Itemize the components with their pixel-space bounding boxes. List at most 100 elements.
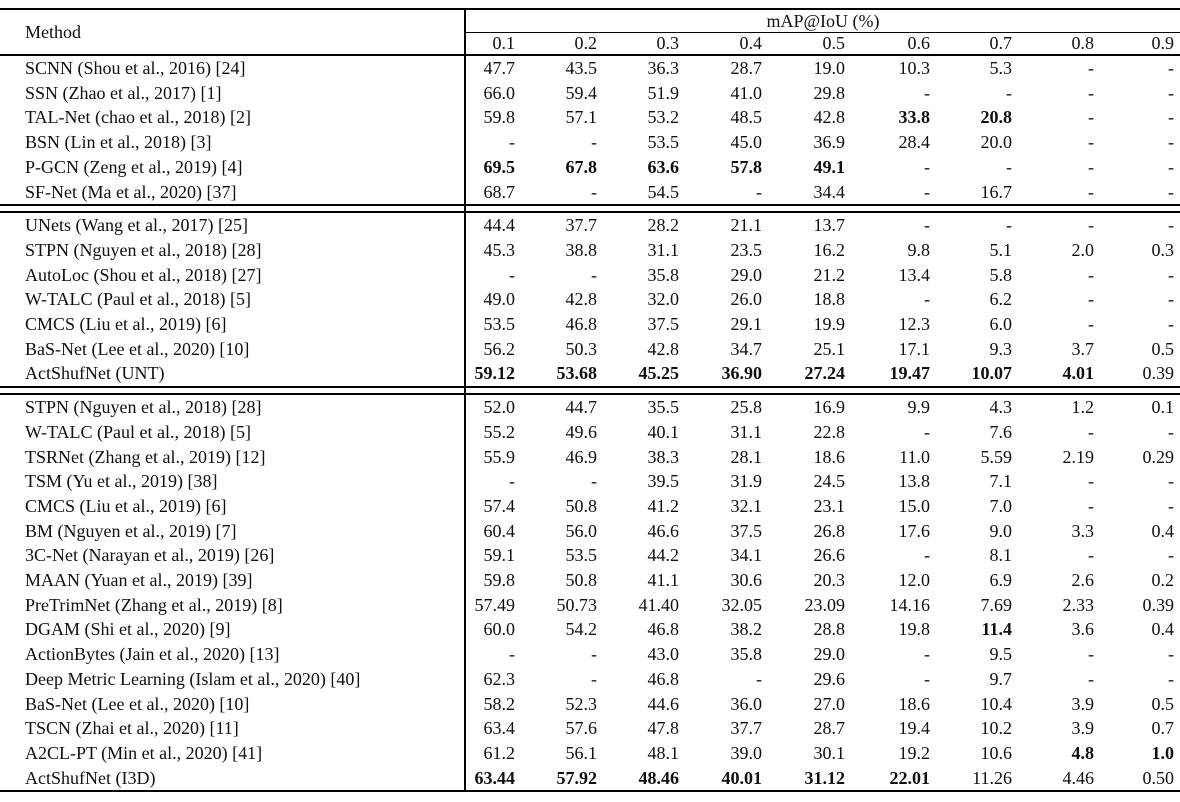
map-value-cell: 0.4 (1151, 619, 1175, 640)
method-cell: ActShufNet (I3D) (25, 767, 156, 788)
method-row: BaS-Net (Lee et al., 2020) [10] 58.2 52.3 4… (0, 691, 1180, 717)
map-value-cell: 5.1 (989, 239, 1013, 260)
map-value-cell: 45.3 (464, 237, 521, 263)
map-value-cell: 46.9 (565, 446, 598, 467)
map-value-cell: 14.16 (889, 594, 931, 615)
map-value-cell: - (1168, 58, 1175, 78)
map-value-cell: 28.8 (813, 619, 846, 640)
method-row: TSRNet (Zhang et al., 2019) [12] 55.9 46.9… (0, 444, 1180, 470)
map-value-cell: - (1088, 181, 1094, 202)
map-value-cell: 28.7 (730, 58, 763, 78)
map-value-cell: 59.12 (464, 361, 521, 388)
map-value-cell: - (1006, 82, 1012, 103)
map-value-cell: 57.1 (565, 107, 598, 128)
map-value-cell: 37.5 (730, 520, 763, 541)
map-value-cell: - (1168, 181, 1175, 202)
map-value-cell: 35.8 (730, 644, 763, 665)
method-cell: DGAM (Shi et al., 2020) [9] (25, 619, 231, 640)
map-value-cell: 31.9 (730, 471, 763, 492)
map-value-cell: - (1088, 82, 1094, 103)
map-value-cell: - (1168, 289, 1175, 310)
map-value-cell: 16.9 (813, 397, 846, 418)
method-cell: A2CL-PT (Min et al., 2020) [41] (25, 742, 263, 763)
map-value-cell: 3.3 (1071, 520, 1095, 541)
section-separator-rule (463, 204, 1180, 214)
map-value-cell: - (464, 130, 521, 155)
map-value-cell: - (1168, 215, 1175, 236)
map-value-cell: - (591, 132, 597, 153)
method-cell: TSM (Yu et al., 2019) [38] (25, 471, 218, 492)
map-value-cell: 22.8 (813, 421, 846, 442)
map-value-cell: 11.26 (972, 767, 1012, 788)
map-value-cell: 55.2 (464, 419, 521, 445)
map-value-cell: 28.1 (730, 446, 763, 467)
method-row: W-TALC (Paul et al., 2018) [5] 55.2 49.6 40… (0, 419, 1180, 445)
map-value-cell: 19.4 (898, 718, 931, 739)
map-value-cell: - (924, 289, 930, 310)
map-value-cell: 4.8 (1071, 742, 1095, 763)
map-value-cell: - (924, 644, 930, 665)
map-value-cell: - (924, 421, 930, 442)
section-separator-rule (0, 204, 465, 214)
map-value-cell: 0.2 (1151, 570, 1175, 591)
method-cell: P-GCN (Zeng et al., 2019) [4] (25, 156, 243, 177)
map-value-cell: 19.8 (898, 619, 931, 640)
map-value-cell: 57.8 (730, 156, 763, 177)
map-value-cell: 45.0 (730, 132, 763, 153)
map-value-cell: 12.0 (898, 570, 931, 591)
method-cell: MAAN (Yuan et al., 2019) [39] (25, 570, 253, 591)
map-value-cell: 0.1 (1151, 397, 1175, 418)
method-row: BSN (Lin et al., 2018) [3] - - 53.5 45.0 36.9… (0, 130, 1180, 155)
table-header: Method mAP@IoU (%) 0.1 0.2 0.3 0.4 0.5 0… (0, 9, 1180, 56)
map-value-cell: 46.8 (565, 314, 598, 335)
map-value-cell: - (1088, 58, 1094, 78)
iou-threshold-header: 0.9 (1100, 32, 1180, 56)
method-row: STPN (Nguyen et al., 2018) [28] 52.0 44.7 3… (0, 394, 1180, 420)
map-value-cell: - (924, 545, 930, 566)
map-value-cell: 28.2 (647, 215, 680, 236)
map-value-cell: - (924, 181, 930, 202)
map-value-cell: 40.1 (647, 421, 680, 442)
map-value-cell: 34.4 (813, 181, 846, 202)
map-value-cell: 23.09 (804, 594, 846, 615)
map-value-cell: - (1168, 132, 1175, 153)
map-value-cell: - (1088, 156, 1094, 177)
map-value-cell: 2.6 (1071, 570, 1095, 591)
map-value-cell: 27.24 (804, 363, 846, 384)
map-value-cell: 42.8 (647, 338, 680, 359)
method-cell: BSN (Lin et al., 2018) [3] (25, 132, 212, 153)
map-value-cell: 23.5 (730, 239, 763, 260)
map-value-cell: - (591, 264, 597, 285)
map-value-cell: 61.2 (464, 740, 521, 766)
map-value-cell: 57.92 (556, 767, 598, 788)
method-cell: W-TALC (Paul et al., 2018) [5] (25, 289, 252, 310)
section-separator (0, 204, 1180, 214)
map-value-cell: 9.9 (907, 397, 931, 418)
method-row: DGAM (Shi et al., 2020) [9] 60.0 54.2 46.8 3… (0, 617, 1180, 643)
map-value-cell: 20.8 (980, 107, 1013, 128)
method-row: PreTrimNet (Zhang et al., 2019) [8] 57.49… (0, 592, 1180, 618)
map-value-cell: 31.1 (730, 421, 763, 442)
map-value-cell: 62.3 (464, 666, 521, 692)
map-value-cell: 49.6 (565, 421, 598, 442)
iou-threshold-header: 0.6 (851, 32, 936, 56)
map-value-cell: - (464, 469, 521, 494)
method-cell: CMCS (Liu et al., 2019) [6] (25, 314, 227, 335)
map-value-cell: 10.3 (898, 58, 931, 78)
map-value-cell: 3.6 (1071, 619, 1095, 640)
method-cell: CMCS (Liu et al., 2019) [6] (25, 495, 227, 516)
map-value-cell: 26.0 (730, 289, 763, 310)
map-value-cell: 52.0 (464, 394, 521, 420)
map-value-cell: 41.40 (638, 594, 680, 615)
map-value-cell: 20.0 (980, 132, 1013, 153)
map-value-cell: 19.9 (813, 314, 846, 335)
map-value-cell: 9.3 (989, 338, 1013, 359)
map-value-cell: 49.0 (464, 287, 521, 313)
map-value-cell: 50.8 (565, 570, 598, 591)
results-table-body: SCNN (Shou et al., 2016) [24] 47.7 43.5 36.… (0, 55, 1180, 792)
map-value-cell: 4.46 (1062, 767, 1095, 788)
map-value-cell: 18.8 (813, 289, 846, 310)
map-value-cell: 47.8 (647, 718, 680, 739)
map-value-cell: 55.9 (464, 444, 521, 470)
section-separator-rule (0, 386, 465, 396)
